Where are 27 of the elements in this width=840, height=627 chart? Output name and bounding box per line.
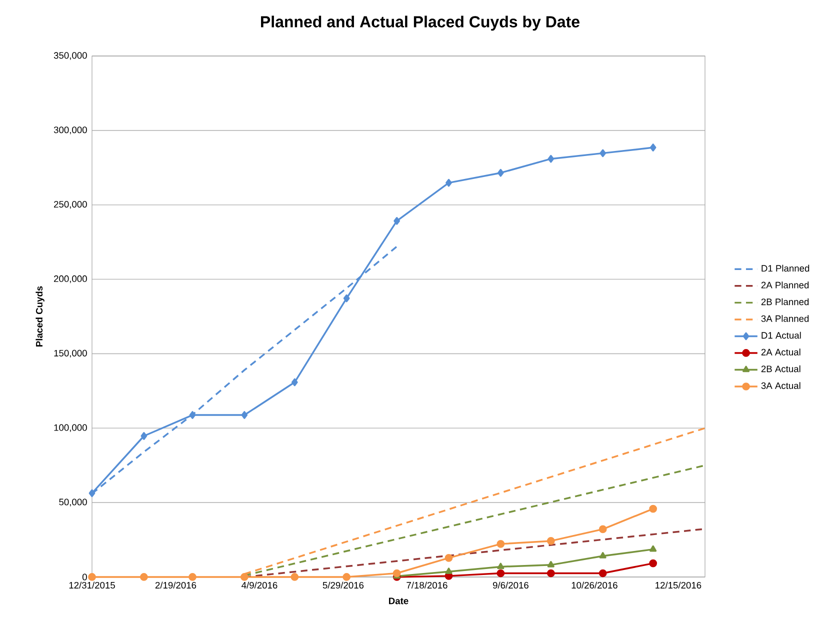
y-tick-label: 250,000 [54, 201, 87, 209]
legend-label: 2A Actual [761, 348, 800, 356]
legend-label: 2A Planned [761, 282, 809, 288]
legend-label: 2B Planned [761, 298, 809, 306]
x-tick-label: 12/15/2016 [656, 582, 702, 589]
x-tick-label: 7/18/2016 [406, 582, 448, 589]
y-tick-label: 50,000 [59, 498, 87, 506]
chart-title: Planned and Actual Placed Cuyds by Date [261, 16, 580, 31]
x-tick-label: 9/6/2016 [492, 582, 528, 589]
x-tick-label: 10/26/2016 [572, 582, 618, 589]
y-tick-label: 200,000 [54, 275, 87, 284]
legend-label: 2B Actual [761, 365, 800, 372]
y-tick-label: 150,000 [54, 350, 87, 358]
x-tick-label: 12/31/2015 [69, 582, 115, 589]
legend-label: D1 Planned [762, 264, 810, 272]
y-tick-label: 300,000 [54, 126, 87, 134]
legend-label: 3A Actual [761, 382, 800, 389]
x-tick-label: 2/19/2016 [155, 582, 196, 589]
y-axis-title: Placed Cuyds [36, 286, 44, 346]
y-tick-label: 100,000 [54, 424, 87, 432]
x-tick-label: 5/29/2016 [322, 582, 364, 589]
legend-label: 3A Planned [761, 315, 809, 322]
x-axis-title: Date [389, 598, 408, 604]
legend-label: D1 Actual [762, 332, 801, 339]
y-tick-label: 0 [82, 574, 87, 580]
y-tick-label: 350,000 [54, 52, 87, 60]
x-tick-label: 4/9/2016 [242, 582, 278, 589]
